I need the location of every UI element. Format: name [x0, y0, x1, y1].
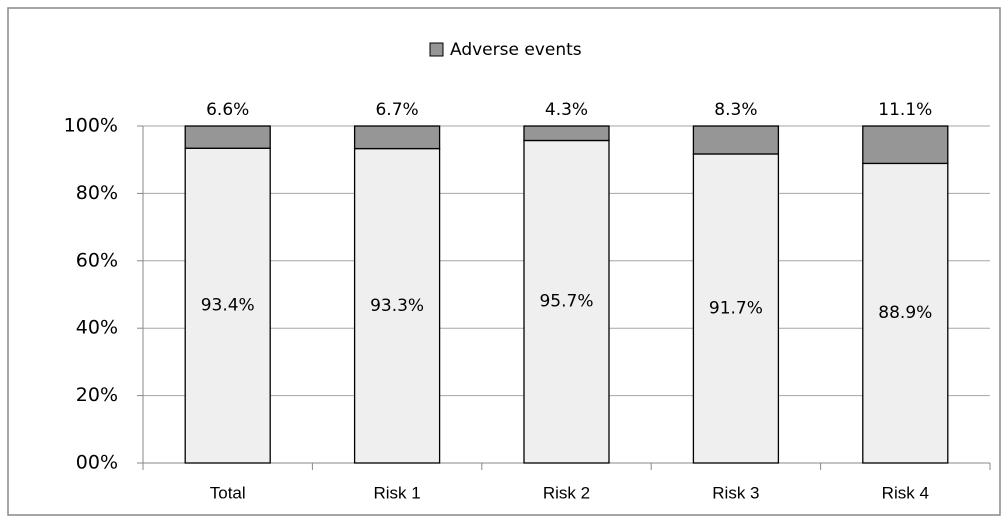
x-tick-label: Risk 1 [373, 483, 420, 502]
bar-segment [692, 153, 780, 464]
value-label: 95.7% [539, 292, 593, 312]
y-tick-label: 60% [76, 249, 118, 271]
bar-segment [184, 125, 271, 149]
bar-segment [692, 125, 780, 155]
bar-segment [862, 162, 949, 464]
x-tick-label: Total [210, 483, 246, 502]
value-label: 93.4% [201, 296, 255, 316]
y-tick-label: 100% [64, 115, 118, 137]
value-label: 6.6% [206, 100, 249, 120]
y-tick-label: 40% [76, 317, 118, 339]
y-tick-label: 80% [76, 182, 118, 204]
bar-segment [862, 125, 949, 165]
value-label: 4.3% [545, 100, 588, 120]
chart-frame [7, 7, 1001, 516]
value-label: 6.7% [375, 100, 418, 120]
x-tick-label: Risk 2 [543, 483, 590, 502]
y-tick-label: 00% [76, 452, 118, 474]
value-label: 91.7% [709, 298, 763, 318]
x-tick-label: Risk 3 [712, 483, 759, 502]
value-label: 93.3% [370, 296, 424, 316]
legend-label: Adverse events [450, 40, 582, 60]
value-label: 8.3% [714, 100, 757, 120]
bar-segment [523, 139, 610, 464]
x-tick-label: Risk 4 [882, 483, 929, 502]
bar-segment [353, 125, 441, 150]
bar-segment [353, 147, 441, 464]
bar-segment [184, 147, 271, 464]
bar-segment [523, 125, 610, 142]
y-tick-label: 20% [76, 384, 118, 406]
value-label: 11.1% [878, 100, 932, 120]
legend-swatch [429, 42, 444, 57]
value-label: 88.9% [878, 303, 932, 323]
